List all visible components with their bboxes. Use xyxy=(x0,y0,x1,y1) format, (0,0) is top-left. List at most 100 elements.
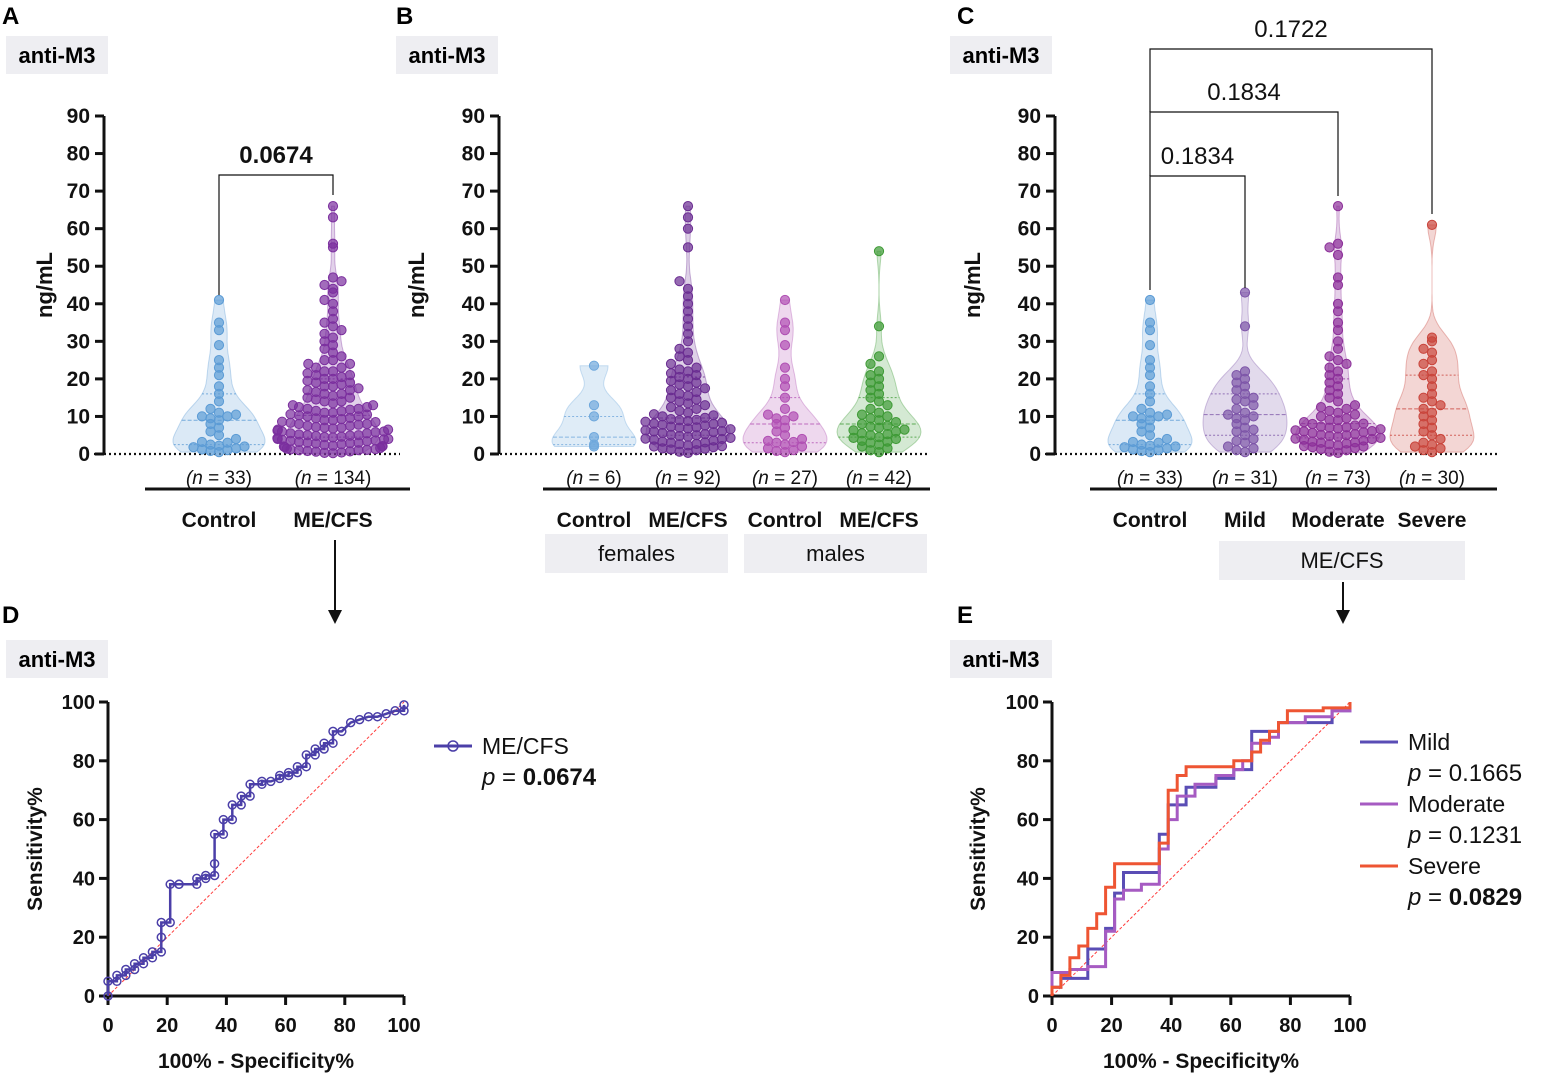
roc-marker xyxy=(192,873,202,884)
y-axis-label: ng/mL xyxy=(960,252,985,318)
data-point xyxy=(1239,447,1251,458)
data-point xyxy=(353,430,364,441)
roc-marker xyxy=(165,879,175,890)
y-tick-label: 50 xyxy=(67,255,90,278)
roc-marker xyxy=(236,791,246,801)
data-point xyxy=(1426,366,1438,377)
data-point xyxy=(588,432,600,443)
data-point xyxy=(319,279,330,291)
data-point xyxy=(1324,242,1335,253)
n-label: (n = 134) xyxy=(295,468,372,489)
category-label: Control xyxy=(182,509,257,532)
data-point xyxy=(699,412,711,423)
data-point xyxy=(1248,443,1259,454)
data-point xyxy=(588,400,600,411)
data-point xyxy=(213,355,225,366)
panel-letter-e: E xyxy=(957,602,973,629)
data-point xyxy=(682,201,694,212)
data-point xyxy=(1231,435,1242,446)
data-point xyxy=(865,403,876,414)
n-label-value: = 73) xyxy=(1322,468,1371,489)
data-point xyxy=(1341,403,1352,414)
data-point xyxy=(336,351,347,362)
y-tick-label: 90 xyxy=(67,105,90,128)
legend-p-value: p = 0.0674 xyxy=(481,764,597,791)
n-label: (n = 73) xyxy=(1305,468,1371,489)
data-point xyxy=(657,411,668,422)
group-box xyxy=(744,534,927,573)
y-tick-label: 20 xyxy=(462,368,485,391)
legend-label: Severe xyxy=(1408,853,1481,879)
p-symbol: p xyxy=(1407,760,1421,787)
roc-marker xyxy=(292,761,303,772)
data-point xyxy=(1222,409,1234,420)
roc-marker xyxy=(147,947,158,957)
data-point xyxy=(1349,409,1361,420)
data-point xyxy=(779,415,791,426)
x-tick-label: 0 xyxy=(1046,1015,1057,1037)
data-point xyxy=(1307,427,1318,439)
data-point xyxy=(890,426,902,437)
data-point xyxy=(699,400,711,411)
data-point xyxy=(327,201,339,212)
data-point xyxy=(1161,443,1173,454)
y-tick-label: 90 xyxy=(462,105,485,128)
p-number: 0.0829 xyxy=(1449,884,1522,911)
comparison-p-value: 0.1834 xyxy=(1161,143,1234,170)
category-label: ME/CFS xyxy=(839,509,918,532)
x-tick-label: 0 xyxy=(102,1015,113,1037)
y-tick-label: 40 xyxy=(73,868,95,890)
data-point xyxy=(1324,414,1335,425)
data-point xyxy=(1315,421,1327,432)
roc-marker xyxy=(138,953,149,963)
data-point xyxy=(873,432,885,443)
n-label-value: = 31) xyxy=(1229,468,1278,489)
group-box-label: females xyxy=(598,541,675,566)
data-point xyxy=(779,294,791,306)
data-point xyxy=(327,238,339,249)
data-point xyxy=(361,444,373,455)
category-label: Mild xyxy=(1224,509,1266,532)
data-point xyxy=(1341,413,1352,424)
data-point xyxy=(1332,298,1344,309)
data-point xyxy=(230,433,242,445)
x-tick-label: 60 xyxy=(1220,1015,1242,1037)
data-point xyxy=(1324,351,1335,362)
y-axis-label: Sensitivity% xyxy=(967,787,990,911)
roc-marker xyxy=(274,773,285,784)
category-label: Control xyxy=(748,509,823,532)
data-point xyxy=(856,409,868,420)
data-point xyxy=(310,430,322,442)
y-tick-label: 0 xyxy=(473,443,485,466)
data-point xyxy=(303,358,314,369)
badge-b: anti-M3 xyxy=(396,36,498,74)
data-point xyxy=(708,418,719,430)
n-label-value: = 30) xyxy=(1416,468,1465,489)
data-point xyxy=(1332,407,1344,418)
panel-d-roc-chart: 0 20 40 60 80 100 0 20 40 60 80 100 100% - Specifici… xyxy=(24,692,597,1073)
data-point xyxy=(1341,422,1352,433)
roc-marker xyxy=(319,738,329,748)
data-point xyxy=(796,433,808,445)
data-point xyxy=(665,368,677,379)
data-point xyxy=(665,414,677,425)
roc-marker xyxy=(209,858,220,869)
roc-line-0 xyxy=(106,704,406,996)
n-label-value: = 6) xyxy=(583,468,622,489)
data-point xyxy=(319,432,330,443)
p-equals: = xyxy=(1421,822,1448,849)
panel-letter-a: A xyxy=(2,3,19,30)
roc-marker xyxy=(390,706,400,716)
data-point xyxy=(1418,358,1429,369)
category-label: ME/CFS xyxy=(293,509,372,532)
data-point xyxy=(1426,347,1438,358)
roc-marker xyxy=(227,800,238,810)
roc-marker xyxy=(218,829,229,840)
roc-marker xyxy=(266,776,276,787)
data-point xyxy=(682,407,694,418)
roc-marker xyxy=(283,770,294,781)
data-point xyxy=(865,370,876,381)
data-point xyxy=(277,416,288,427)
y-tick-label: 80 xyxy=(462,143,485,166)
data-point xyxy=(293,418,305,430)
